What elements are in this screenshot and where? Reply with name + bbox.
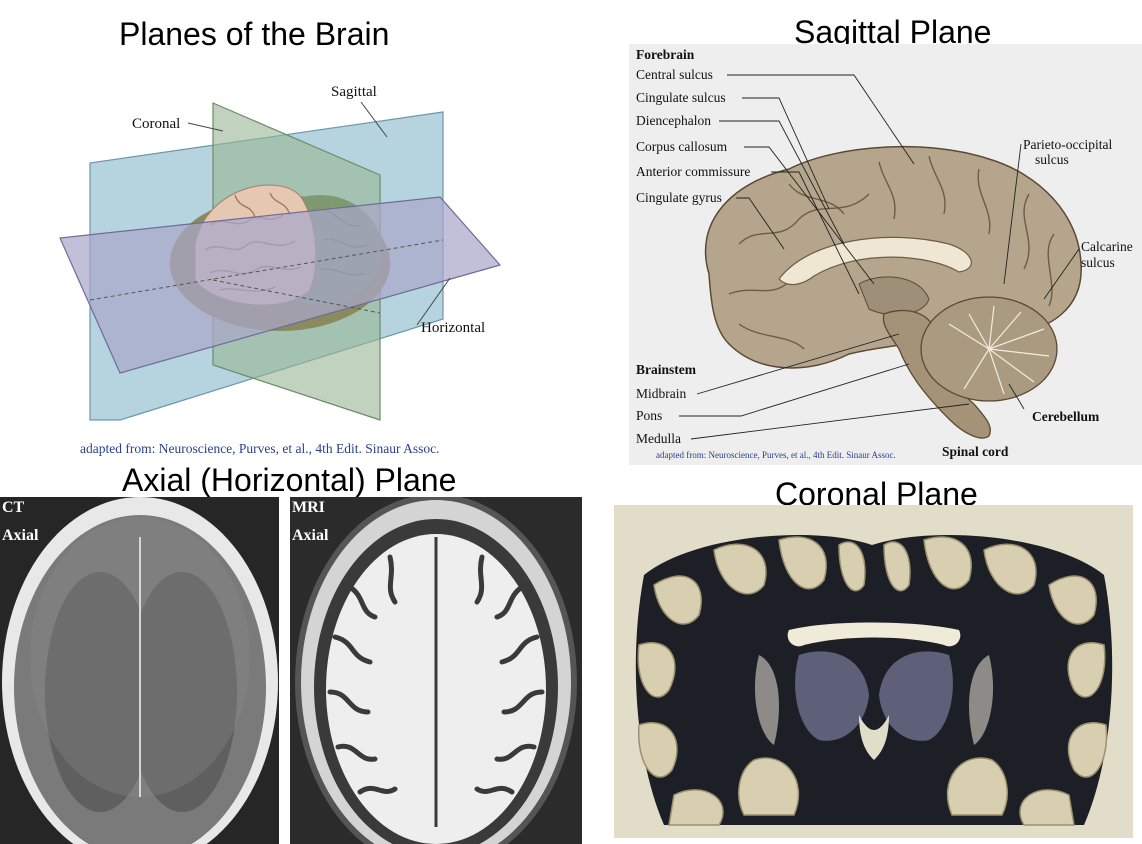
mri-axial-label: Axial xyxy=(292,527,329,544)
label-midbrain: Midbrain xyxy=(636,386,687,401)
label-pons: Pons xyxy=(636,408,663,423)
label-diencephalon: Diencephalon xyxy=(636,113,711,128)
planes-diagram: Coronal Sagittal Horizontal adapted from… xyxy=(55,75,525,465)
label-central-sulcus: Central sulcus xyxy=(636,67,713,82)
label-anterior-commissure: Anterior commissure xyxy=(636,164,751,179)
label-coronal: Coronal xyxy=(132,116,181,132)
label-parieto-occipital-1: Parieto-occipital xyxy=(1023,137,1113,152)
label-medulla: Medulla xyxy=(636,431,681,446)
title-axial: Axial (Horizontal) Plane xyxy=(122,462,457,498)
label-calcarine-2: sulcus xyxy=(1081,255,1115,270)
mri-label: MRI xyxy=(292,499,325,516)
ct-label: CT xyxy=(2,499,25,516)
label-cingulate-gyrus: Cingulate gyrus xyxy=(636,190,722,205)
coronal-illustration xyxy=(614,505,1133,838)
label-cerebellum: Cerebellum xyxy=(1032,409,1100,424)
forebrain-heading: Forebrain xyxy=(636,47,695,62)
mri-axial-scan: MRI Axial xyxy=(290,497,582,844)
title-planes: Planes of the Brain xyxy=(119,16,390,52)
brainstem-heading: Brainstem xyxy=(636,362,696,377)
label-parieto-occipital-2: sulcus xyxy=(1035,152,1069,167)
label-cingulate-sulcus: Cingulate sulcus xyxy=(636,90,726,105)
planes-credit: adapted from: Neuroscience, Purves, et a… xyxy=(80,441,440,456)
sagittal-illustration xyxy=(679,74,1082,440)
mri-illustration xyxy=(295,497,577,844)
label-sagittal: Sagittal xyxy=(331,84,377,100)
sagittal-credit: adapted from: Neuroscience, Purves, et a… xyxy=(656,450,896,460)
title-coronal: Coronal Plane xyxy=(775,476,978,512)
sagittal-diagram: Forebrain Central sulcus Cingulate sulcu… xyxy=(629,44,1142,465)
label-horizontal: Horizontal xyxy=(421,320,486,336)
ct-axial-label: Axial xyxy=(2,527,39,544)
ct-illustration xyxy=(2,497,278,844)
coronal-section xyxy=(614,505,1133,838)
ct-axial-scan: CT Axial xyxy=(0,497,279,844)
planes-illustration xyxy=(59,101,502,421)
label-spinal-cord: Spinal cord xyxy=(942,444,1009,459)
title-sagittal: Sagittal Plane xyxy=(794,14,992,50)
label-corpus-callosum: Corpus callosum xyxy=(636,139,728,154)
label-calcarine-1: Calcarine xyxy=(1081,239,1133,254)
